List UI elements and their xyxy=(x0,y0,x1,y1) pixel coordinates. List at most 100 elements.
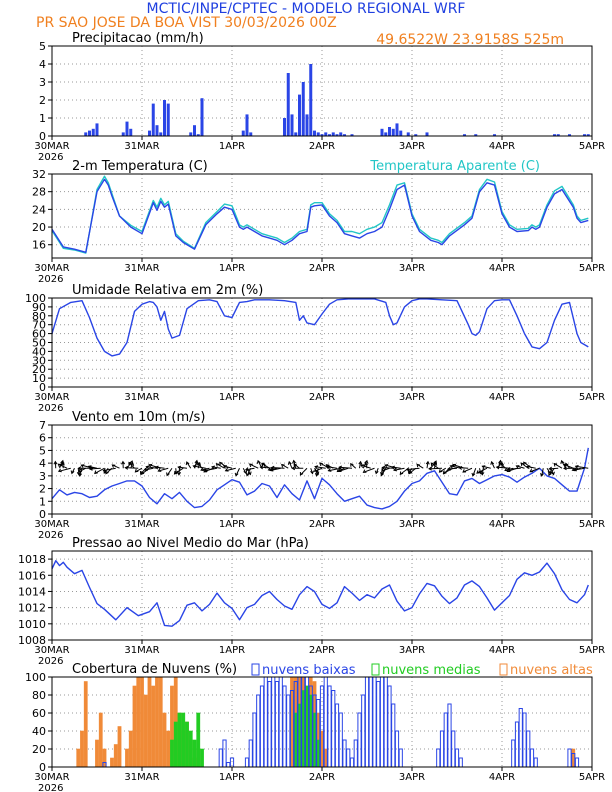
wind-arrow xyxy=(326,466,338,469)
cloud-bar-0 xyxy=(244,757,250,768)
wind-arrow-head xyxy=(384,464,389,468)
precip-bar xyxy=(249,132,253,136)
wind-arrow xyxy=(193,465,206,469)
x-tick-label: 30MAR xyxy=(34,392,69,403)
cloud-bar-2 xyxy=(80,730,84,768)
wind-arrow-head xyxy=(244,467,249,472)
y-tick-label: 0 xyxy=(39,761,46,774)
cloud-bar-0 xyxy=(436,748,441,768)
wind-arrow-head xyxy=(256,459,261,464)
cloud-bar-0 xyxy=(282,685,287,768)
cloud-bar-0 xyxy=(454,748,460,768)
cloud-bar-0 xyxy=(218,748,223,768)
x-tick-label: 1APR xyxy=(219,392,245,403)
cloud-legend-label: nuvens altas xyxy=(510,663,593,678)
cloud-bar-0 xyxy=(364,676,370,768)
wind-arrow-head xyxy=(425,460,430,465)
wind-arrow xyxy=(204,467,218,472)
x-tick-label: 31MAR xyxy=(124,772,159,783)
wind-arrow-head xyxy=(350,462,354,467)
wind-arrow-head xyxy=(374,470,379,475)
wind-arrow-head xyxy=(548,472,552,477)
wind-arrow-head xyxy=(490,460,495,465)
cloud-bar-0 xyxy=(391,703,396,768)
wind-arrow-head xyxy=(447,466,452,471)
cloud-bar-2 xyxy=(76,748,81,768)
wind-arrow-head xyxy=(506,467,511,471)
x-tick-label: 31MAR xyxy=(124,645,159,656)
x-year-label: 2026 xyxy=(38,656,63,667)
plot-frame xyxy=(51,297,593,388)
x-tick-label: 30MAR xyxy=(34,772,69,783)
cloud-bar-0 xyxy=(331,690,336,768)
cloud-legend-swatch xyxy=(499,663,508,676)
precip-bar xyxy=(556,134,560,136)
wind-arrow-head xyxy=(314,465,319,470)
cloud-bar-0 xyxy=(357,712,362,768)
precip-bar xyxy=(189,132,193,136)
x-tick-label: 2APR xyxy=(309,392,335,403)
wind-arrow-head xyxy=(197,461,202,466)
cloud-bar-0 xyxy=(372,676,377,768)
precip-bar xyxy=(301,82,305,136)
wind-arrow-head xyxy=(551,471,555,476)
wind-arrow-head xyxy=(380,472,385,477)
y-tick-label: 90 xyxy=(32,301,46,314)
wind-arrow xyxy=(482,465,491,469)
cloud-bar-0 xyxy=(338,712,343,768)
wind-arrow-head xyxy=(314,473,319,477)
wind-arrow-head xyxy=(471,472,476,477)
cloud-bar-0 xyxy=(274,681,280,768)
wind-arrow-head xyxy=(124,465,129,470)
cloud-bar-0 xyxy=(533,757,538,768)
wind-arrow-head xyxy=(60,461,65,466)
y-tick-label: 100 xyxy=(25,292,46,305)
cloud-bar-0 xyxy=(458,757,463,768)
wind-arrow-head xyxy=(560,459,565,464)
x-tick-label: 4APR xyxy=(489,519,515,530)
wind-arrow xyxy=(211,466,221,469)
cloud-bar-1 xyxy=(200,748,204,768)
wind-arrow-head xyxy=(498,462,503,466)
wind-arrow-head xyxy=(80,464,85,468)
x-tick-label: 4APR xyxy=(489,772,515,783)
precip-bar xyxy=(335,134,339,136)
cloud-bar-0 xyxy=(383,676,388,768)
wind-arrow-head xyxy=(145,465,150,470)
x-year-label: 2026 xyxy=(38,530,63,541)
temp-legend-label: Temperatura Aparente (C) xyxy=(369,159,540,174)
wind-arrow-head xyxy=(515,465,520,469)
plot-frame xyxy=(51,173,593,259)
wind-arrow-head xyxy=(462,469,467,473)
cloud-bar-0 xyxy=(398,748,403,768)
wind-arrow-head xyxy=(248,463,253,468)
cloud-bar-1 xyxy=(170,739,174,768)
wind-arrow-head xyxy=(177,465,182,470)
panel-title: Umidade Relativa em 2m (%) xyxy=(72,283,263,298)
cloud-bar-2 xyxy=(98,712,103,768)
precip-bar xyxy=(159,132,163,136)
cloud-bar-0 xyxy=(353,739,358,768)
wind-arrow-head xyxy=(173,470,178,475)
wind-arrow-head xyxy=(548,466,553,471)
panel-clouds: 0 20 40 60 80 100 30MAR 31MAR 1APR 2APR 3APR 4APR 5A… xyxy=(25,662,605,792)
cloud-bar-0 xyxy=(361,694,366,768)
x-tick-label: 2APR xyxy=(309,263,335,274)
x-tick-label: 3APR xyxy=(399,392,425,403)
wind-arrow-head xyxy=(504,467,509,472)
wind-arrow-head xyxy=(245,472,250,477)
x-tick-label: 3APR xyxy=(399,645,425,656)
precip-bar xyxy=(583,134,586,136)
wind-arrow-head xyxy=(338,465,343,470)
y-tick-label: 20 xyxy=(32,743,46,756)
wind-arrow-head xyxy=(319,462,323,467)
wind-arrow-head xyxy=(128,461,132,466)
precip-bar xyxy=(283,118,286,136)
precip-bar xyxy=(331,132,335,136)
y-tick-label: 16 xyxy=(32,239,46,252)
wind-arrow xyxy=(529,467,540,473)
wind-arrow-head xyxy=(325,465,330,470)
cloud-bar-2 xyxy=(125,748,129,768)
wind-arrow-head xyxy=(78,472,83,477)
